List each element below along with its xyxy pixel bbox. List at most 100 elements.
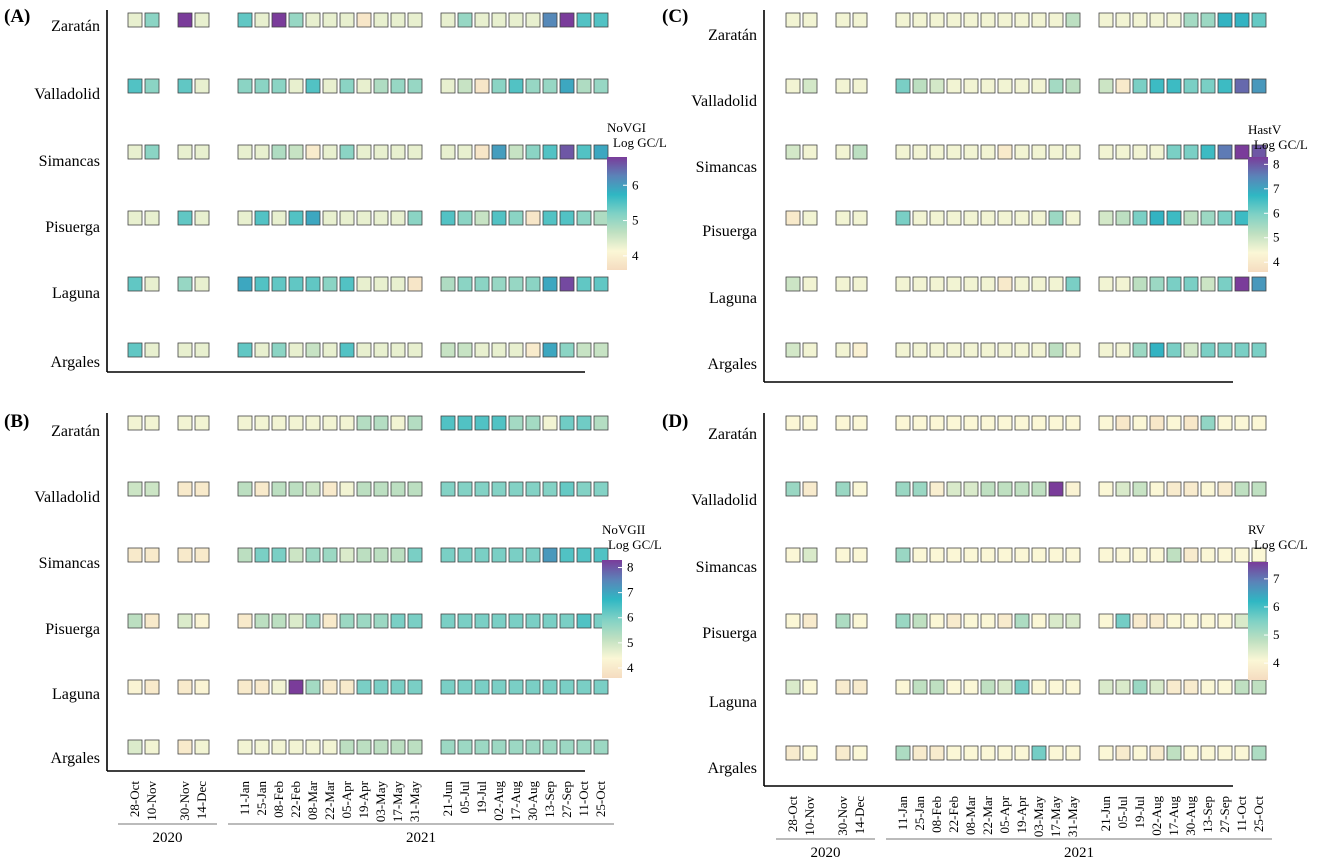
heat-cell [288,342,304,358]
heat-cell [785,342,801,358]
heat-cell [835,342,851,358]
heat-cell [525,415,541,431]
heat-cell [390,144,406,160]
date-tick-label: 30-Nov [177,781,192,821]
heat-cell [1014,745,1030,761]
heat-cell [457,12,473,28]
date-tick-label: 19-Jul [1132,796,1147,829]
heat-cell [1098,745,1114,761]
heat-cell [1234,547,1250,563]
site-label: Pisuerga [702,625,757,642]
heat-cell [802,210,818,226]
heat-cell [542,78,558,94]
heat-cell [508,342,524,358]
heat-cell [390,415,406,431]
heat-cell [1132,342,1148,358]
heat-cell [271,679,287,695]
panel-d: (D) Zaratán Valladolid Simancas Pisuerga Lagu… [662,411,1308,861]
heat-cell [929,679,945,695]
heat-cell [946,12,962,28]
date-tick-label: 05-Apr [997,795,1012,833]
heat-cell [457,144,473,160]
heat-cell [1115,613,1131,629]
heat-cell [525,342,541,358]
heat-cell [373,210,389,226]
heat-cell [322,276,338,292]
heat-cell [1115,481,1131,497]
heat-cell [1014,276,1030,292]
site-label: Valladolid [691,492,757,509]
heat-cell [1048,613,1064,629]
heat-cell [1031,210,1047,226]
heat-cell [1014,342,1030,358]
heat-cell [946,144,962,160]
heat-cell [559,342,575,358]
heat-cell [390,547,406,563]
heat-cell [1065,210,1081,226]
legend-tick-label: 4 [1273,254,1280,269]
date-tick-label: 22-Mar [980,795,995,835]
heat-cell [271,12,287,28]
heat-cell [271,613,287,629]
panel-label: (B) [4,411,29,432]
heat-cell [177,78,193,94]
legend-unit: Log GC/L [608,537,662,552]
heat-cell [474,679,490,695]
heat-cell [457,613,473,629]
heat-cell [1149,415,1165,431]
heat-cell [127,415,143,431]
heat-cell [1149,144,1165,160]
date-tick-label: 02-Aug [491,781,506,821]
heat-cell [946,679,962,695]
heat-cell [980,481,996,497]
heat-cell [457,415,473,431]
heat-cell [508,415,524,431]
site-label: Simancas [39,555,100,572]
heat-cell [1031,12,1047,28]
heat-cell [1132,745,1148,761]
heat-cell [946,210,962,226]
heat-cell [356,210,372,226]
heat-cell [144,210,160,226]
heat-cell [194,342,210,358]
heat-cell [929,613,945,629]
heat-cell [1149,481,1165,497]
heat-cell [997,78,1013,94]
heat-cell [322,547,338,563]
heat-cell [997,342,1013,358]
heat-cell [254,78,270,94]
heat-cell [559,276,575,292]
heat-cell [322,144,338,160]
heat-cell [802,481,818,497]
heat-cell [271,739,287,755]
heat-cell [1234,415,1250,431]
date-tick-label: 08-Mar [963,795,978,835]
heat-cell [1234,679,1250,695]
date-tick-label: 19-Apr [1014,795,1029,833]
heat-cell [1098,12,1114,28]
heat-cell [1098,679,1114,695]
heat-cell [1200,342,1216,358]
heat-cell [237,739,253,755]
heat-cell [322,481,338,497]
heat-cell [356,415,372,431]
heat-cell [1115,12,1131,28]
heat-cell [1115,415,1131,431]
heat-cell [407,613,423,629]
date-tick-label: 31-May [407,781,422,823]
heat-cell [1014,547,1030,563]
site-label: Laguna [52,686,100,703]
heat-cell [1183,415,1199,431]
heat-cell [559,481,575,497]
heat-cell [852,12,868,28]
heat-cell [525,613,541,629]
heat-cell [177,547,193,563]
heat-cell [1166,276,1182,292]
heat-cell [576,210,592,226]
heat-cell [457,276,473,292]
heat-cell [802,679,818,695]
heat-cell [1149,679,1165,695]
site-label: Simancas [696,159,757,176]
heat-cell [963,78,979,94]
site-label: Zaratán [708,426,757,443]
